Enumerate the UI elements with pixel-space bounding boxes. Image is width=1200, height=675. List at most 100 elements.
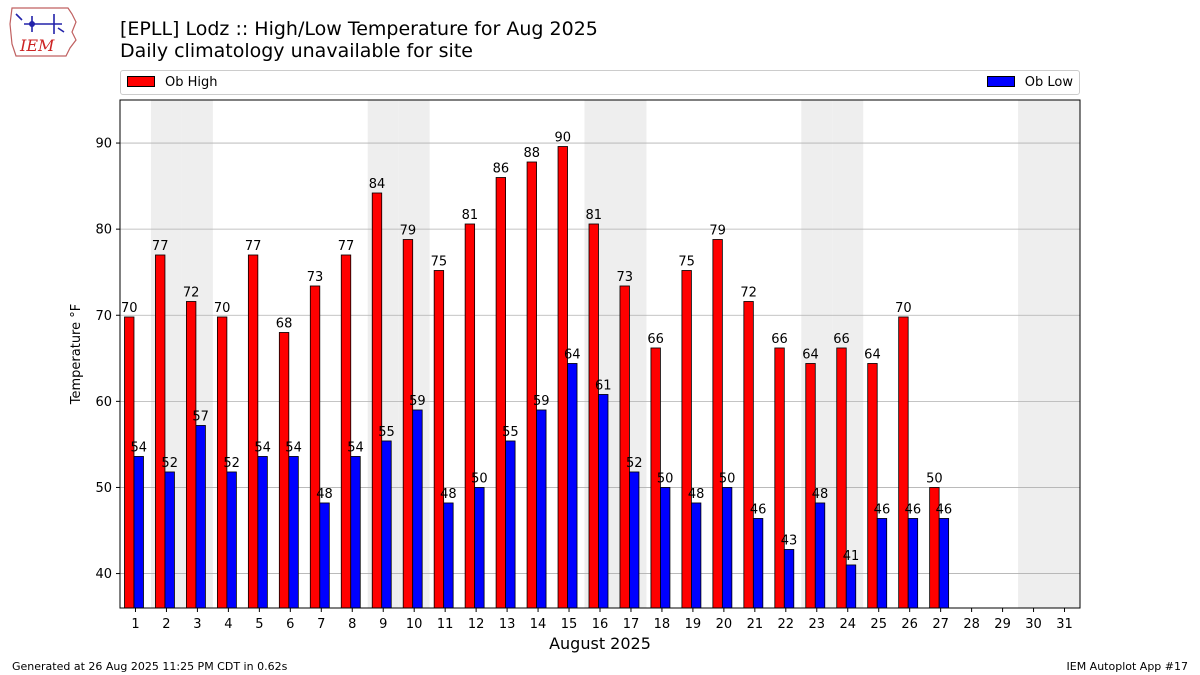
high-temp-label: 68 bbox=[276, 316, 293, 331]
high-temp-bar bbox=[371, 192, 383, 609]
plot-frame bbox=[119, 99, 1081, 609]
high-temp-label: 81 bbox=[462, 208, 479, 223]
chart-title: [EPLL] Lodz :: High/Low Temperature for … bbox=[120, 18, 598, 40]
low-temp-label: 41 bbox=[843, 549, 860, 564]
high-temp-label: 79 bbox=[400, 223, 417, 238]
high-temp-bar bbox=[557, 146, 568, 609]
low-temp-label: 46 bbox=[936, 502, 953, 517]
x-tick-label: 26 bbox=[901, 617, 918, 632]
svg-text:IEM: IEM bbox=[19, 36, 55, 55]
x-axis-label: August 2025 bbox=[549, 634, 651, 653]
low-temp-label: 59 bbox=[533, 394, 550, 409]
high-temp-label: 86 bbox=[493, 161, 510, 176]
high-temp-label: 72 bbox=[740, 285, 757, 300]
high-temp-bar bbox=[681, 270, 692, 609]
high-temp-label: 73 bbox=[307, 270, 324, 285]
y-tick-label: 60 bbox=[95, 395, 112, 410]
high-temp-label: 77 bbox=[338, 239, 355, 254]
y-tick-label: 50 bbox=[95, 481, 112, 496]
high-temp-label: 70 bbox=[121, 301, 138, 316]
high-temp-label: 75 bbox=[678, 254, 695, 269]
high-temp-bar bbox=[186, 301, 197, 609]
low-temp-bar bbox=[567, 363, 578, 609]
low-temp-bar bbox=[752, 518, 764, 609]
x-tick-label: 5 bbox=[255, 617, 263, 632]
low-temp-bar bbox=[195, 425, 206, 609]
high-temp-bar bbox=[774, 347, 785, 609]
high-temp-label: 73 bbox=[616, 270, 633, 285]
low-temp-label: 48 bbox=[688, 487, 705, 502]
high-temp-label: 64 bbox=[802, 347, 819, 362]
x-tick-label: 21 bbox=[747, 617, 764, 632]
x-tick-label: 6 bbox=[286, 617, 294, 632]
low-temp-bar bbox=[629, 471, 640, 609]
high-temp-bar bbox=[124, 316, 135, 609]
low-temp-bar bbox=[660, 487, 671, 609]
x-tick-label: 20 bbox=[716, 617, 733, 632]
low-temp-label: 59 bbox=[409, 394, 426, 409]
low-temp-bar bbox=[412, 409, 423, 609]
low-temp-bar bbox=[288, 456, 299, 609]
x-tick-label: 13 bbox=[499, 617, 516, 632]
legend-entry-low: Ob Low bbox=[986, 75, 1073, 90]
high-temp-label: 64 bbox=[864, 347, 881, 362]
high-temp-bar bbox=[402, 239, 414, 609]
low-temp-bar bbox=[691, 502, 702, 609]
low-temp-label: 52 bbox=[223, 456, 240, 471]
app-credit: IEM Autoplot App #17 bbox=[1066, 660, 1189, 673]
high-temp-bar bbox=[278, 332, 290, 609]
high-temp-bar bbox=[155, 254, 166, 609]
low-temp-bar bbox=[226, 471, 237, 609]
low-temp-label: 54 bbox=[130, 440, 147, 455]
y-tick-label: 80 bbox=[95, 223, 112, 238]
low-temp-bar bbox=[474, 487, 485, 609]
legend-entry-high: Ob High bbox=[127, 75, 218, 90]
low-temp-label: 54 bbox=[347, 440, 364, 455]
high-temp-label: 84 bbox=[369, 177, 386, 192]
high-temp-label: 77 bbox=[245, 239, 262, 254]
x-tick-label: 17 bbox=[623, 617, 640, 632]
y-tick-label: 90 bbox=[95, 137, 112, 152]
low-temp-bar bbox=[443, 502, 454, 609]
generated-timestamp: Generated at 26 Aug 2025 11:25 PM CDT in… bbox=[12, 660, 288, 673]
low-temp-bar bbox=[598, 394, 609, 609]
low-temp-label: 52 bbox=[626, 456, 643, 471]
high-temp-bar bbox=[495, 177, 506, 609]
high-temp-bar bbox=[588, 223, 599, 609]
high-temp-bar bbox=[433, 270, 445, 609]
weekend-band bbox=[1018, 100, 1050, 608]
low-temp-bar bbox=[536, 409, 547, 609]
low-temp-label: 55 bbox=[378, 425, 395, 440]
x-tick-label: 1 bbox=[131, 617, 139, 632]
low-temp-bar bbox=[814, 502, 826, 609]
high-temp-bar bbox=[619, 285, 630, 609]
y-tick-label: 40 bbox=[95, 567, 112, 582]
x-tick-label: 14 bbox=[530, 617, 547, 632]
high-temp-bar bbox=[805, 363, 816, 609]
high-temp-bar bbox=[743, 301, 754, 609]
x-tick-label: 29 bbox=[994, 617, 1011, 632]
high-temp-label: 79 bbox=[709, 223, 726, 238]
y-axis-label: Temperature °F bbox=[69, 304, 84, 405]
x-tick-label: 2 bbox=[162, 617, 170, 632]
low-temp-bar bbox=[164, 471, 175, 609]
x-tick-label: 7 bbox=[317, 617, 325, 632]
low-temp-label: 64 bbox=[564, 347, 581, 362]
high-temp-bar bbox=[309, 285, 321, 609]
x-tick-label: 18 bbox=[654, 617, 671, 632]
low-temp-label: 50 bbox=[657, 471, 674, 486]
low-temp-label: 57 bbox=[192, 409, 209, 424]
high-temp-label: 77 bbox=[152, 239, 169, 254]
high-temp-bar bbox=[867, 363, 878, 609]
high-temp-bar bbox=[712, 239, 723, 609]
legend-swatch-low bbox=[986, 76, 1015, 87]
low-temp-bar bbox=[381, 440, 392, 609]
low-temp-bar bbox=[505, 440, 516, 609]
high-temp-bar bbox=[340, 254, 352, 609]
low-temp-bar bbox=[876, 518, 888, 609]
low-temp-bar bbox=[938, 518, 950, 609]
high-temp-label: 66 bbox=[833, 332, 850, 347]
x-tick-label: 30 bbox=[1025, 617, 1042, 632]
x-tick-label: 16 bbox=[592, 617, 609, 632]
x-tick-label: 23 bbox=[809, 617, 826, 632]
